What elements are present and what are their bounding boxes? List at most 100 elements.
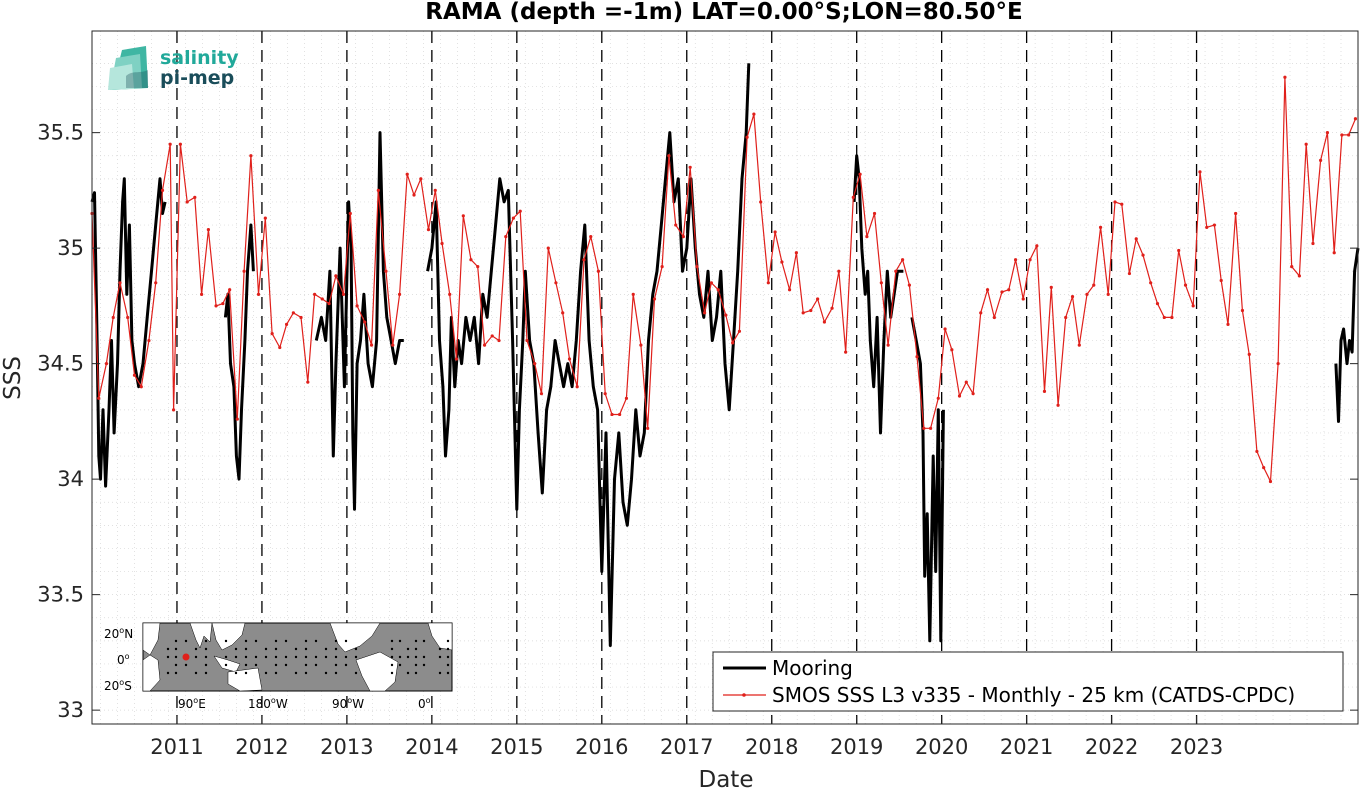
logo-line2: pi-mep [160,67,234,89]
smos-point [160,188,165,192]
smos-point [313,292,317,296]
inset-station-dot [174,647,178,651]
smos-point [1234,211,1238,216]
inset-station-dot [438,655,442,659]
inset-station-dot [344,655,348,659]
y-tick-label: 33 [57,698,84,722]
smos-point [1021,297,1025,301]
inset-station-dot [446,663,450,667]
inset-station-dot [446,671,450,675]
smos-point [879,281,883,285]
smos-point [291,311,295,315]
smos-point [610,412,614,417]
smos-point [178,142,182,146]
smos-point [1127,271,1132,276]
x-tick-label: 2022 [1085,735,1138,759]
smos-point [440,241,444,246]
inset-europe-africa [427,622,453,651]
legend-mooring-label: Mooring [772,656,853,680]
smos-point [200,292,204,296]
smos-point [1077,343,1081,347]
smos-point [1092,283,1096,287]
legend-smos-marker [742,693,746,697]
inset-lat-20s: 20oS [104,678,132,693]
smos-point [936,396,940,400]
smos-point [660,265,664,269]
inset-station-dot [344,639,348,643]
smos-point [1212,223,1217,227]
smos-point [900,258,905,262]
smos-point [688,165,692,169]
inset-station-dot [204,655,208,659]
smos-point [419,177,423,181]
smos-point [773,230,777,234]
smos-point [249,154,253,158]
smos-point [667,154,671,158]
inset-station-dot [194,671,198,675]
smos-point [242,269,246,273]
smos-point [631,292,635,296]
smos-point [794,251,798,255]
smos-point [894,269,898,273]
logo-line1: salinity [160,47,239,69]
smos-point [780,260,784,264]
smos-point [139,385,143,389]
smos-point [518,209,522,213]
smos-point [1155,301,1160,306]
inset-stations [166,639,450,675]
smos-point [618,412,622,417]
mooring-line-segment [223,223,255,481]
inset-station-dot [390,655,394,659]
smos-point [681,234,685,239]
inset-station-dot [422,663,426,667]
smos-point [355,304,359,308]
inset-station-dot [438,671,442,675]
x-tick-label: 2011 [150,735,203,759]
smos-point [929,426,933,430]
smos-point [539,392,544,396]
smos-point [1177,248,1181,253]
smos-point [1183,283,1188,287]
smos-point [1120,202,1124,206]
smos-point [1311,241,1315,246]
inset-station-dot [166,655,170,659]
inset-station-dot [166,671,170,675]
inset-station-dot [414,639,418,643]
smos-point [193,195,197,199]
inset-africa [142,622,161,656]
mooring-line-segment [1334,247,1360,423]
inset-station-dot [244,671,248,675]
inset-station-dot [184,663,188,667]
inset-station-dot [314,655,318,659]
smos-point [816,297,820,301]
smos-point [1332,251,1336,255]
smos-point [759,200,763,204]
x-tick-label: 2019 [830,735,883,759]
smos-point [1056,403,1060,407]
smos-point [957,394,962,398]
smos-point [872,211,877,216]
inset-station-dot [422,655,426,659]
smos-point [147,338,151,343]
inset-station-dot [274,671,278,675]
inset-station-dot [174,671,178,675]
inset-station-dot [304,647,308,651]
smos-point [263,216,267,220]
inset-station-dot [254,655,258,659]
inset-station-dot [294,655,298,659]
mooring-line-segment [910,317,945,643]
smos-point [454,357,459,361]
inset-station-dot [406,655,410,659]
x-axis: 2011 2012 2013 2014 2015 2016 2017 2018 2019 2020… [150,716,1223,759]
inset-station-dot [284,639,288,643]
smos-point [1070,295,1075,299]
smos-point [837,269,841,273]
smos-point [376,188,380,192]
inset-station-dot [244,647,248,651]
smos-point [363,320,367,324]
inset-station-dot [304,639,308,643]
smos-point [915,355,919,359]
year-boundaries [176,31,1198,724]
inset-station-dot [274,655,278,659]
